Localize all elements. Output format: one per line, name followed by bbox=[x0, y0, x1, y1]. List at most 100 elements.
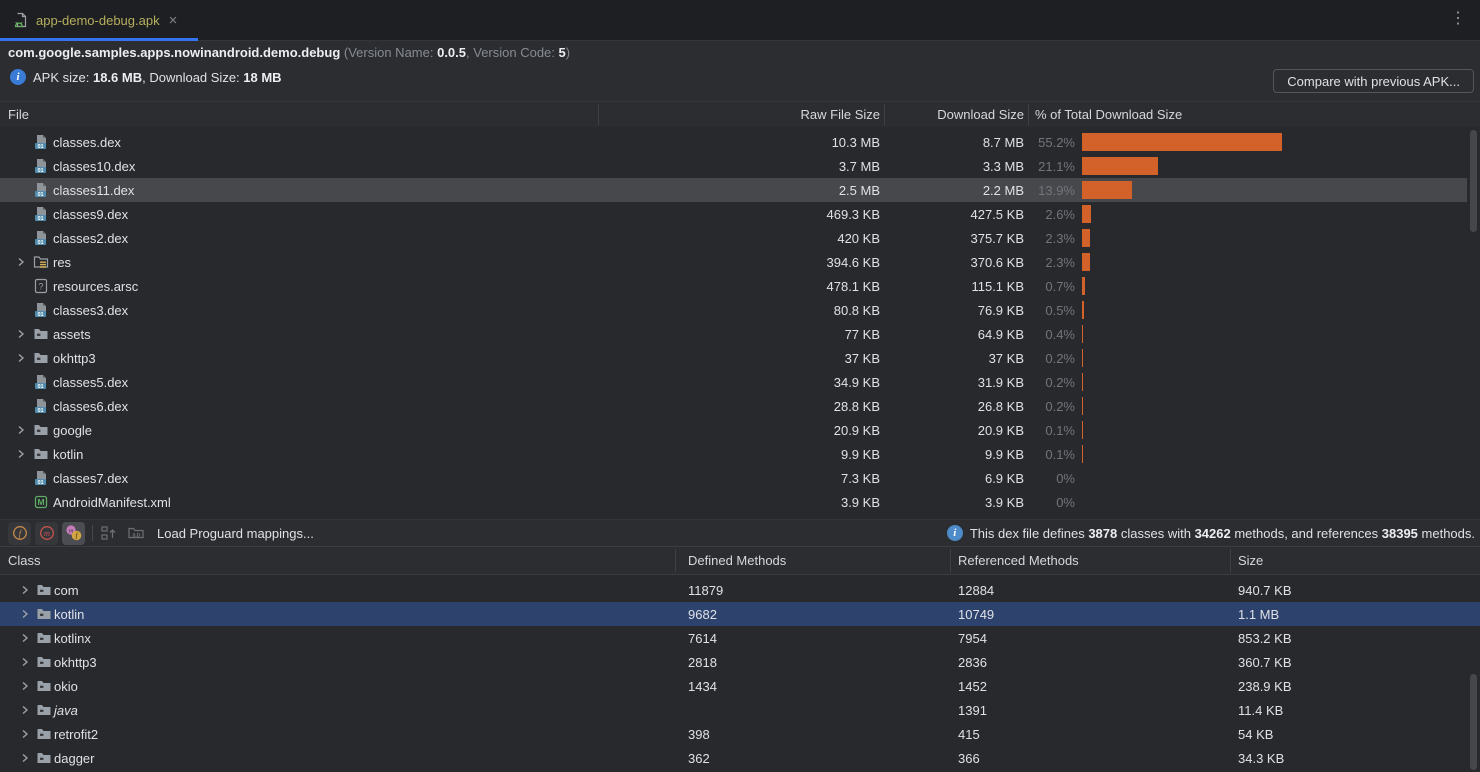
file-row[interactable]: okhttp3 37 KB 37 KB 0.2% bbox=[0, 346, 1480, 370]
package-size: 1.1 MB bbox=[1238, 606, 1280, 622]
dex-info-part: This dex file defines bbox=[969, 525, 1089, 541]
referenced-methods: 415 bbox=[958, 726, 980, 742]
file-row[interactable]: kotlin 9.9 KB 9.9 KB 0.1% bbox=[0, 442, 1480, 466]
download-bar bbox=[1082, 205, 1092, 223]
chevron-right-icon[interactable] bbox=[17, 606, 33, 622]
download-size: 64.9 KB bbox=[977, 326, 1024, 342]
file-row[interactable]: classes10.dex 3.7 MB 3.3 MB 21.1% bbox=[0, 154, 1480, 178]
file-row[interactable]: res 394.6 KB 370.6 KB 2.3% bbox=[0, 250, 1480, 274]
percent-of-total: 0.2% bbox=[1045, 398, 1075, 414]
file-row[interactable]: classes9.dex 469.3 KB 427.5 KB 2.6% bbox=[0, 202, 1480, 226]
download-size: 2.2 MB bbox=[982, 182, 1024, 198]
package-names-icon[interactable] bbox=[127, 524, 145, 542]
class-row[interactable]: com 11879 12884 940.7 KB bbox=[0, 578, 1480, 602]
file-row[interactable]: classes7.dex 7.3 KB 6.9 KB 0% bbox=[0, 466, 1480, 490]
referenced-methods: 366 bbox=[958, 750, 980, 766]
tab-title: app-demo-debug.apk bbox=[36, 12, 160, 28]
file-row[interactable]: AndroidManifest.xml 3.9 KB 3.9 KB 0% bbox=[0, 490, 1480, 514]
download-bar bbox=[1082, 301, 1084, 319]
column-percent[interactable]: % of Total Download Size bbox=[1035, 107, 1183, 122]
load-proguard-link[interactable]: Load Proguard mappings... bbox=[157, 525, 314, 541]
column-size[interactable]: Size bbox=[1238, 553, 1264, 568]
file-row[interactable]: classes3.dex 80.8 KB 76.9 KB 0.5% bbox=[0, 298, 1480, 322]
files-scrollbar[interactable] bbox=[1470, 130, 1477, 232]
download-size-label: , Download Size: bbox=[142, 70, 244, 85]
chevron-right-icon[interactable] bbox=[13, 254, 29, 270]
package-size: 11.4 KB bbox=[1238, 702, 1284, 718]
more-options-icon[interactable]: ⋮ bbox=[1450, 10, 1466, 27]
fields-icon bbox=[11, 524, 29, 542]
class-row[interactable]: retrofit2 398 415 54 KB bbox=[0, 722, 1480, 746]
file-icon bbox=[33, 158, 49, 174]
methods-icon bbox=[38, 524, 56, 542]
show-methods-button[interactable] bbox=[35, 521, 58, 545]
tab-apk-file[interactable]: app-demo-debug.apk × bbox=[0, 0, 198, 41]
close-icon[interactable]: × bbox=[168, 11, 178, 29]
chevron-right-icon[interactable] bbox=[13, 326, 29, 342]
percent-of-total: 2.6% bbox=[1045, 206, 1075, 222]
percent-of-total: 0% bbox=[1056, 470, 1075, 486]
download-size: 3.3 MB bbox=[982, 158, 1024, 174]
column-defined[interactable]: Defined Methods bbox=[688, 553, 787, 568]
toolbar-separator bbox=[92, 525, 93, 541]
chevron-right-icon[interactable] bbox=[13, 422, 29, 438]
class-row[interactable]: okio 1434 1452 238.9 KB bbox=[0, 674, 1480, 698]
file-icon bbox=[33, 230, 49, 246]
download-size: 8.7 MB bbox=[982, 134, 1024, 150]
editor-tab-bar: app-demo-debug.apk × ⋮ bbox=[0, 0, 1480, 41]
raw-file-size: 20.9 KB bbox=[833, 422, 880, 438]
column-class[interactable]: Class bbox=[8, 553, 41, 568]
raw-file-size: 37 KB bbox=[844, 350, 880, 366]
chevron-right-icon[interactable] bbox=[17, 582, 33, 598]
file-icon bbox=[33, 350, 49, 366]
file-row[interactable]: google 20.9 KB 20.9 KB 0.1% bbox=[0, 418, 1480, 442]
show-references-button[interactable] bbox=[62, 521, 85, 545]
file-row[interactable]: classes6.dex 28.8 KB 26.8 KB 0.2% bbox=[0, 394, 1480, 418]
chevron-right-icon[interactable] bbox=[17, 654, 33, 670]
defined-methods: 9682 bbox=[688, 606, 717, 622]
raw-file-size: 2.5 MB bbox=[838, 182, 880, 198]
chevron-right-icon[interactable] bbox=[17, 750, 33, 766]
raw-file-size: 394.6 KB bbox=[826, 254, 881, 270]
file-name: classes10.dex bbox=[53, 158, 136, 174]
classes-scrollbar[interactable] bbox=[1470, 674, 1477, 770]
file-row[interactable]: classes5.dex 34.9 KB 31.9 KB 0.2% bbox=[0, 370, 1480, 394]
chevron-right-icon[interactable] bbox=[17, 702, 33, 718]
file-row[interactable]: classes2.dex 420 KB 375.7 KB 2.3% bbox=[0, 226, 1480, 250]
raw-file-size: 469.3 KB bbox=[826, 206, 881, 222]
chevron-right-icon[interactable] bbox=[17, 726, 33, 742]
column-raw-size[interactable]: Raw File Size bbox=[800, 107, 880, 122]
compare-apk-button[interactable]: Compare with previous APK... bbox=[1273, 69, 1474, 93]
class-row[interactable]: okhttp3 2818 2836 360.7 KB bbox=[0, 650, 1480, 674]
file-icon bbox=[33, 134, 49, 150]
class-row[interactable]: java 1391 11.4 KB bbox=[0, 698, 1480, 722]
column-referenced[interactable]: Referenced Methods bbox=[958, 553, 1079, 568]
class-row[interactable]: dagger 362 366 34.3 KB bbox=[0, 746, 1480, 770]
percent-of-total: 0.2% bbox=[1045, 374, 1075, 390]
file-row[interactable]: resources.arsc 478.1 KB 115.1 KB 0.7% bbox=[0, 274, 1480, 298]
classes-table: com 11879 12884 940.7 KB kotlin 9682 107… bbox=[0, 575, 1480, 772]
percent-of-total: 21.1% bbox=[1038, 158, 1075, 174]
package-name: okhttp3 bbox=[54, 654, 97, 670]
chevron-right-icon[interactable] bbox=[13, 350, 29, 366]
column-download-size[interactable]: Download Size bbox=[937, 107, 1024, 122]
download-bar bbox=[1082, 349, 1083, 367]
file-row[interactable]: classes.dex 10.3 MB 8.7 MB 55.2% bbox=[0, 130, 1480, 154]
column-file[interactable]: File bbox=[8, 107, 29, 122]
expand-nodes-icon[interactable] bbox=[100, 524, 118, 542]
download-size: 37 KB bbox=[988, 350, 1024, 366]
show-fields-button[interactable] bbox=[8, 521, 31, 545]
file-row[interactable]: assets 77 KB 64.9 KB 0.4% bbox=[0, 322, 1480, 346]
class-row[interactable]: kotlinx 7614 7954 853.2 KB bbox=[0, 626, 1480, 650]
chevron-right-icon[interactable] bbox=[17, 630, 33, 646]
chevron-right-icon[interactable] bbox=[17, 678, 33, 694]
file-name: classes5.dex bbox=[53, 374, 129, 390]
percent-of-total: 0.5% bbox=[1045, 302, 1075, 318]
percent-of-total: 13.9% bbox=[1038, 182, 1075, 198]
chevron-right-icon[interactable] bbox=[13, 446, 29, 462]
file-row[interactable]: classes11.dex 2.5 MB 2.2 MB 13.9% bbox=[0, 178, 1480, 202]
package-name: java bbox=[54, 702, 78, 718]
class-row[interactable]: kotlin 9682 10749 1.1 MB bbox=[0, 602, 1480, 626]
download-bar bbox=[1082, 397, 1083, 415]
